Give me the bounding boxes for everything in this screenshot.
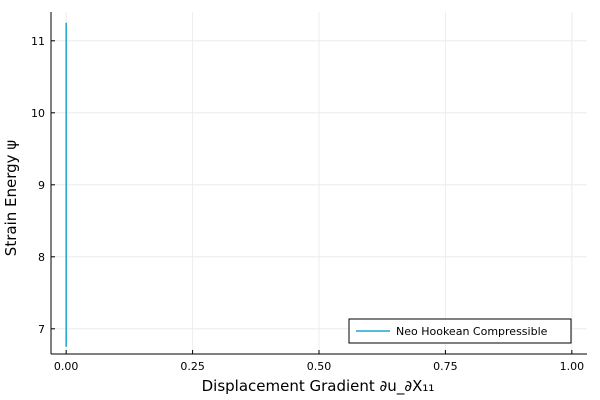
y-axis-label: Strain Energy ψ (2, 140, 20, 256)
y-tick-label: 9 (38, 179, 45, 192)
y-tick-label: 7 (38, 323, 45, 336)
x-tick-label: 0.25 (180, 360, 205, 373)
x-tick-label: 0.00 (54, 360, 79, 373)
y-tick-label: 10 (31, 107, 45, 120)
grid (51, 12, 587, 354)
legend: Neo Hookean Compressible (348, 318, 572, 344)
x-tick-label: 0.75 (433, 360, 458, 373)
x-axis-label: Displacement Gradient ∂u_∂X₁₁ (202, 377, 435, 396)
y-ticks: 7 8 9 10 11 (31, 35, 55, 336)
legend-label: Neo Hookean Compressible (396, 325, 548, 338)
x-tick-label: 1.00 (560, 360, 585, 373)
legend-box (348, 318, 572, 344)
y-tick-label: 11 (31, 35, 45, 48)
y-tick-label: 8 (38, 251, 45, 264)
x-tick-label: 0.50 (307, 360, 332, 373)
x-ticks: 0.00 0.25 0.50 0.75 1.00 (54, 350, 584, 373)
